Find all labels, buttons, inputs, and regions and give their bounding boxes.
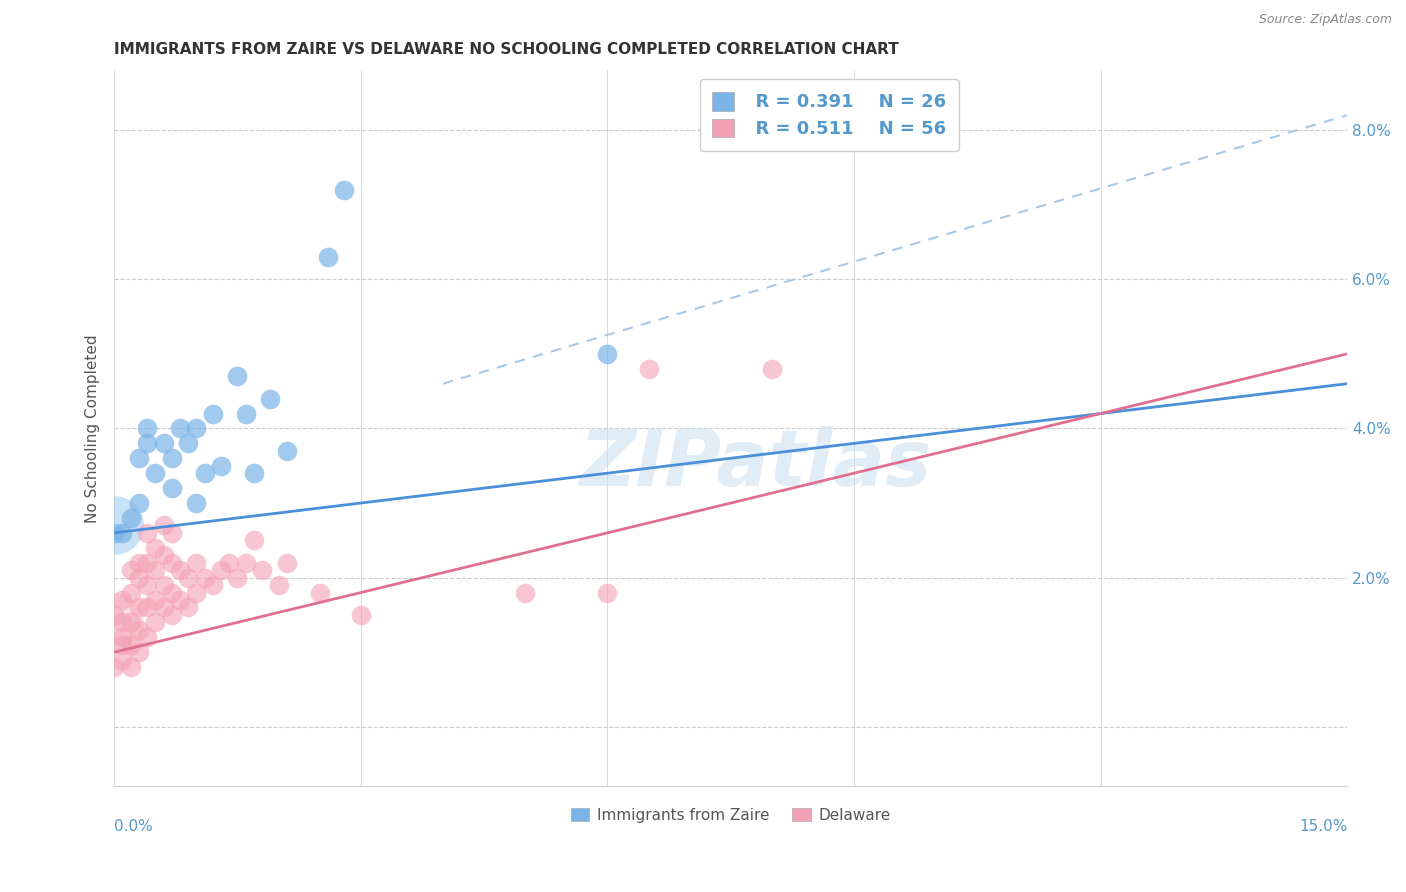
Point — [194, 571, 217, 585]
Point — [177, 571, 200, 585]
Point — [160, 525, 183, 540]
Point — [226, 369, 249, 384]
Point — [128, 496, 150, 510]
Text: ZIPatlas: ZIPatlas — [579, 426, 932, 502]
Point — [128, 451, 150, 466]
Point — [218, 556, 240, 570]
Point — [136, 421, 159, 435]
Point — [186, 556, 208, 570]
Point — [120, 563, 142, 577]
Point — [226, 571, 249, 585]
Point — [169, 593, 191, 607]
Point — [152, 436, 174, 450]
Point — [169, 563, 191, 577]
Point — [276, 556, 298, 570]
Point — [177, 600, 200, 615]
Point — [111, 630, 134, 644]
Point — [120, 511, 142, 525]
Point — [259, 392, 281, 406]
Point — [111, 653, 134, 667]
Point — [152, 578, 174, 592]
Point — [143, 563, 166, 577]
Point — [267, 578, 290, 592]
Point — [128, 600, 150, 615]
Point — [143, 466, 166, 480]
Point — [143, 593, 166, 607]
Point — [152, 518, 174, 533]
Point — [250, 563, 273, 577]
Point — [515, 585, 537, 599]
Point — [194, 466, 217, 480]
Point — [186, 496, 208, 510]
Point — [201, 407, 224, 421]
Point — [235, 556, 257, 570]
Point — [128, 645, 150, 659]
Point — [209, 563, 232, 577]
Point — [120, 615, 142, 630]
Text: Source: ZipAtlas.com: Source: ZipAtlas.com — [1258, 13, 1392, 27]
Point — [209, 458, 232, 473]
Point — [637, 361, 659, 376]
Point — [143, 615, 166, 630]
Y-axis label: No Schooling Completed: No Schooling Completed — [86, 334, 100, 523]
Point — [136, 578, 159, 592]
Point — [120, 660, 142, 674]
Point — [350, 607, 373, 622]
Point — [111, 525, 134, 540]
Point — [761, 361, 783, 376]
Point — [596, 347, 619, 361]
Text: IMMIGRANTS FROM ZAIRE VS DELAWARE NO SCHOOLING COMPLETED CORRELATION CHART: IMMIGRANTS FROM ZAIRE VS DELAWARE NO SCH… — [114, 42, 898, 57]
Point — [111, 615, 134, 630]
Point — [243, 533, 266, 548]
Point — [136, 525, 159, 540]
Legend: Immigrants from Zaire, Delaware: Immigrants from Zaire, Delaware — [565, 802, 897, 829]
Point — [152, 548, 174, 562]
Point — [111, 593, 134, 607]
Point — [160, 481, 183, 495]
Point — [276, 443, 298, 458]
Point — [152, 600, 174, 615]
Point — [186, 585, 208, 599]
Point — [169, 421, 191, 435]
Point — [128, 571, 150, 585]
Point — [235, 407, 257, 421]
Text: 0.0%: 0.0% — [114, 819, 153, 834]
Point — [596, 585, 619, 599]
Point — [160, 585, 183, 599]
Point — [186, 421, 208, 435]
Point — [103, 607, 125, 622]
Point — [111, 638, 134, 652]
Point — [201, 578, 224, 592]
Point — [103, 518, 125, 533]
Point — [120, 585, 142, 599]
Point — [177, 436, 200, 450]
Point — [136, 556, 159, 570]
Point — [333, 183, 356, 197]
Point — [136, 630, 159, 644]
Point — [103, 660, 125, 674]
Point — [160, 556, 183, 570]
Point — [120, 638, 142, 652]
Text: 15.0%: 15.0% — [1299, 819, 1347, 834]
Point — [316, 250, 339, 264]
Point — [308, 585, 330, 599]
Point — [136, 600, 159, 615]
Point — [103, 615, 125, 630]
Point — [128, 556, 150, 570]
Point — [160, 607, 183, 622]
Point — [160, 451, 183, 466]
Point — [128, 623, 150, 637]
Point — [243, 466, 266, 480]
Point — [103, 525, 125, 540]
Point — [136, 436, 159, 450]
Point — [143, 541, 166, 555]
